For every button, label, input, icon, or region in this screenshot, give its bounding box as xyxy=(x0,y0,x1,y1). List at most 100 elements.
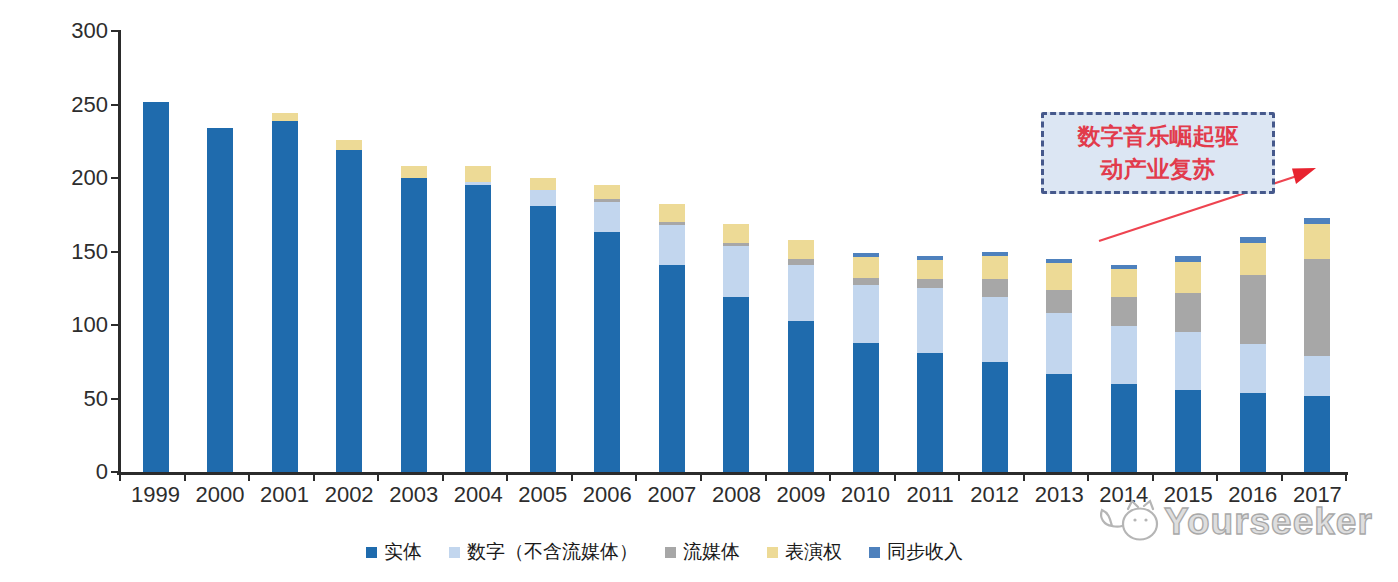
bar-segment xyxy=(982,297,1008,362)
bar-segment xyxy=(1046,313,1072,373)
bar-segment xyxy=(853,343,879,472)
legend-item: 同步收入 xyxy=(869,539,963,565)
x-axis-label: 2000 xyxy=(188,482,252,508)
x-axis-label: 2012 xyxy=(963,482,1027,508)
bar-segment xyxy=(1175,262,1201,293)
bar-segment xyxy=(1111,326,1137,383)
bar-segment xyxy=(1240,344,1266,393)
x-axis-tick xyxy=(1281,474,1283,481)
x-axis-tick xyxy=(119,474,121,481)
stacked-bar-chart: 050100150200250300 199920002001200220032… xyxy=(0,0,1398,582)
y-axis-label: 50 xyxy=(48,388,108,410)
bar-segment xyxy=(788,259,814,265)
y-axis-tick xyxy=(111,324,119,326)
bar-segment xyxy=(530,190,556,206)
x-axis-label: 2002 xyxy=(317,482,381,508)
bar-segment xyxy=(982,362,1008,472)
x-axis-tick xyxy=(958,474,960,481)
x-axis-tick xyxy=(700,474,702,481)
bar-segment xyxy=(1304,259,1330,356)
bar-segment xyxy=(1111,384,1137,472)
bar-segment xyxy=(1304,224,1330,259)
bar-segment xyxy=(530,206,556,472)
bar-segment xyxy=(917,279,943,288)
bar-segment xyxy=(594,202,620,233)
bar-segment xyxy=(1304,356,1330,396)
x-axis-tick xyxy=(506,474,508,481)
bar-segment xyxy=(1175,332,1201,389)
x-axis-tick xyxy=(377,474,379,481)
bar-segment xyxy=(853,253,879,257)
bar-segment xyxy=(917,353,943,472)
bar-segment xyxy=(917,256,943,260)
x-axis-tick xyxy=(313,474,315,481)
x-axis-label: 2011 xyxy=(898,482,962,508)
x-axis-tick xyxy=(1345,474,1347,481)
bar-segment xyxy=(1175,256,1201,262)
bar-segment xyxy=(1304,218,1330,224)
bar-segment xyxy=(788,265,814,321)
bar-segment xyxy=(465,185,491,472)
annotation-box: 数字音乐崛起驱 动产业复苏 xyxy=(1041,112,1275,194)
legend-swatch-icon xyxy=(665,547,676,558)
bar-segment xyxy=(659,265,685,472)
legend-label: 流媒体 xyxy=(683,539,740,565)
x-axis-tick xyxy=(1023,474,1025,481)
bar-segment xyxy=(594,185,620,198)
bar-segment xyxy=(982,279,1008,297)
bar-segment xyxy=(594,232,620,472)
x-axis-label: 2001 xyxy=(253,482,317,508)
y-axis-label: 150 xyxy=(48,241,108,263)
x-axis-label: 1999 xyxy=(124,482,188,508)
legend-label: 实体 xyxy=(384,539,422,565)
bar-segment xyxy=(917,260,943,279)
y-axis-label: 0 xyxy=(48,461,108,483)
y-axis-label: 100 xyxy=(48,314,108,336)
bar-segment xyxy=(207,128,233,472)
legend-item: 数字（不含流媒体） xyxy=(449,539,638,565)
bar-segment xyxy=(723,246,749,297)
x-axis-label: 2008 xyxy=(704,482,768,508)
bar-segment xyxy=(1240,243,1266,275)
bar-segment xyxy=(1175,390,1201,472)
bar-segment xyxy=(917,288,943,353)
x-axis-label: 2010 xyxy=(834,482,898,508)
x-axis-label: 2009 xyxy=(769,482,833,508)
bar-segment xyxy=(1240,237,1266,243)
x-axis-tick xyxy=(1216,474,1218,481)
legend-swatch-icon xyxy=(449,547,460,558)
x-axis-label: 2006 xyxy=(575,482,639,508)
legend-label: 数字（不含流媒体） xyxy=(467,539,638,565)
bar-segment xyxy=(401,166,427,178)
x-axis-label: 2005 xyxy=(511,482,575,508)
bar-segment xyxy=(1046,374,1072,472)
x-axis-tick xyxy=(829,474,831,481)
bar-segment xyxy=(1175,293,1201,333)
x-axis-label: 2003 xyxy=(382,482,446,508)
bar-segment xyxy=(336,140,362,150)
bar-segment xyxy=(465,182,491,185)
legend-item: 实体 xyxy=(366,539,422,565)
bar-segment xyxy=(788,321,814,472)
bar-segment xyxy=(982,256,1008,280)
bar-segment xyxy=(1240,393,1266,472)
bar-segment xyxy=(336,150,362,472)
x-axis-tick xyxy=(894,474,896,481)
legend-label: 同步收入 xyxy=(887,539,963,565)
bar-segment xyxy=(272,121,298,472)
x-axis-label: 2004 xyxy=(446,482,510,508)
bar-segment xyxy=(788,240,814,259)
bar-segment xyxy=(1240,275,1266,344)
bar-segment xyxy=(723,297,749,472)
bar-segment xyxy=(723,224,749,243)
annotation-text-line2: 动产业复苏 xyxy=(1101,153,1216,186)
x-axis-label: 2007 xyxy=(640,482,704,508)
bar-segment xyxy=(1046,259,1072,263)
cat-logo-icon xyxy=(1098,496,1160,548)
bar-segment xyxy=(1111,269,1137,297)
x-axis-tick xyxy=(765,474,767,481)
x-axis-tick xyxy=(442,474,444,481)
x-axis-tick xyxy=(248,474,250,481)
annotation-text-line1: 数字音乐崛起驱 xyxy=(1078,120,1239,153)
watermark-text: Yourseeker xyxy=(1164,501,1373,543)
